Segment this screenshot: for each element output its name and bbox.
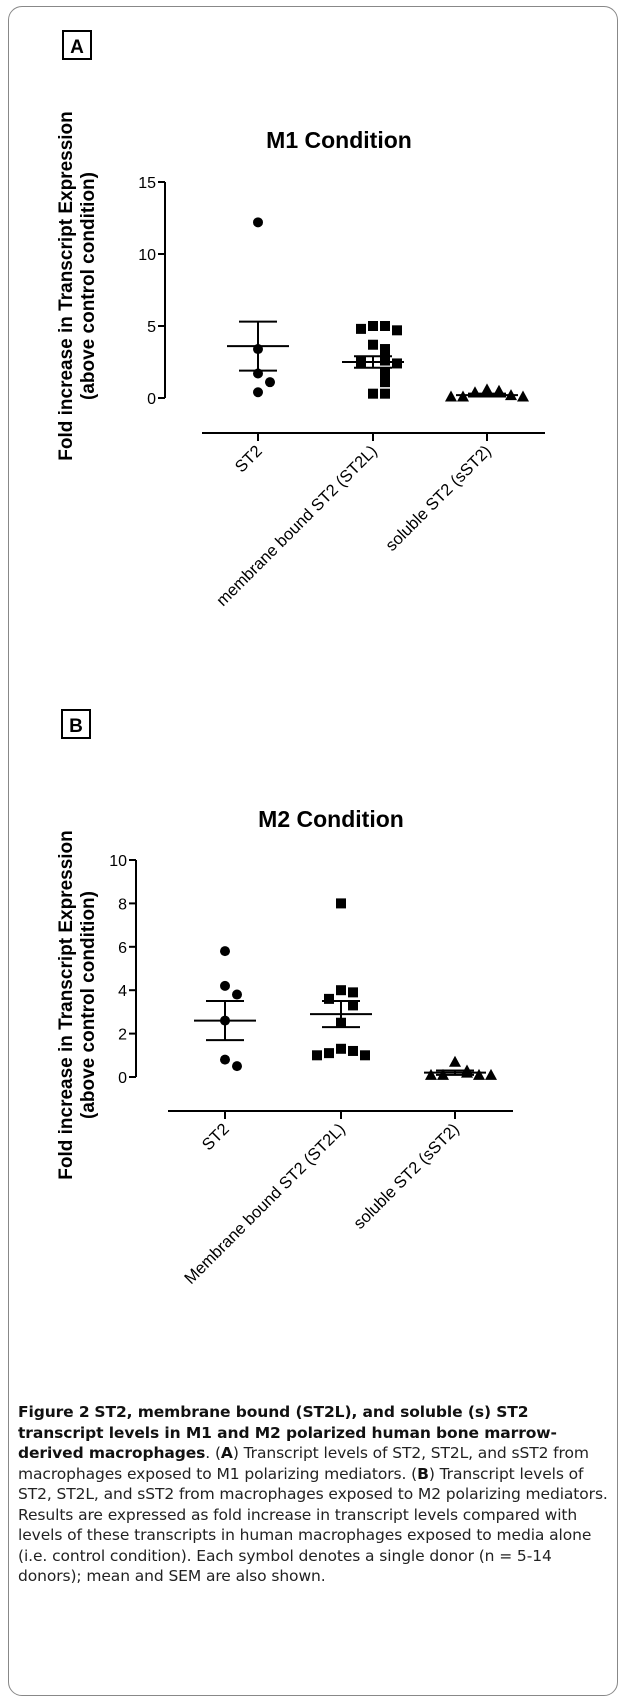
x-tick-label: soluble ST2 (sST2)	[382, 442, 495, 555]
panel-label-box	[62, 30, 92, 60]
y-tick-label: 4	[118, 983, 127, 1000]
data-point	[336, 1043, 346, 1054]
data-point	[220, 1054, 230, 1065]
caption-label: Figure 2	[18, 1403, 90, 1421]
y-axis-label: Fold increase in Transcript Expression	[56, 111, 77, 461]
data-point	[368, 388, 378, 399]
data-point	[253, 387, 263, 398]
data-point	[380, 344, 390, 355]
figure-frame	[8, 6, 618, 1696]
data-point	[336, 985, 346, 996]
data-point	[392, 358, 402, 369]
data-point	[220, 980, 230, 991]
data-point	[220, 946, 230, 957]
y-axis-label-sub: (above control condition)	[78, 891, 99, 1119]
data-point	[392, 325, 402, 336]
data-point	[360, 1050, 370, 1061]
data-point	[324, 1048, 334, 1059]
panel-label: A	[70, 37, 84, 58]
figure-caption: Figure 2 ST2, membrane bound (ST2L), and…	[18, 1403, 608, 1586]
panel-label: B	[69, 716, 83, 737]
y-tick-label: 0	[118, 1070, 127, 1087]
y-axis-label: Fold increase in Transcript Expression	[56, 830, 77, 1180]
data-point	[312, 1050, 322, 1061]
caption-panel-b-text: ) Transcript levels of ST2, ST2L, and sS…	[18, 1464, 608, 1586]
y-tick-label: 10	[138, 247, 156, 264]
data-point	[265, 377, 275, 388]
caption-panel-a-text: ) Transcript levels of ST2, ST2L, and sS…	[18, 1444, 589, 1483]
data-point	[336, 898, 346, 909]
data-point	[481, 383, 493, 395]
data-point	[232, 1061, 242, 1072]
data-point	[517, 390, 529, 402]
data-point	[348, 1045, 358, 1056]
chart-title: M2 Condition	[258, 806, 404, 832]
data-point	[380, 388, 390, 399]
data-point	[324, 993, 334, 1004]
y-tick-label: 10	[109, 853, 127, 870]
data-point	[348, 987, 358, 998]
data-point	[368, 339, 378, 350]
chart-title: M1 Condition	[266, 127, 412, 153]
y-tick-label: 15	[138, 175, 156, 192]
y-tick-label: 2	[118, 1027, 127, 1044]
y-tick-label: 5	[147, 319, 156, 336]
chart-panel-b: B M2 Condition Fold increase in Transcri…	[56, 709, 513, 1288]
y-tick-label: 8	[118, 896, 127, 913]
y-axis-label-sub: (above control condition)	[78, 172, 99, 400]
data-point	[380, 355, 390, 366]
data-point	[425, 1068, 437, 1080]
panel-label-box	[61, 709, 91, 739]
data-point	[356, 323, 366, 334]
data-point	[348, 1000, 358, 1011]
x-tick-label: ST2	[199, 1120, 233, 1154]
caption-title: ST2, membrane bound (ST2L), and soluble …	[18, 1403, 557, 1462]
data-point	[485, 1068, 497, 1080]
data-point	[445, 390, 457, 402]
x-tick-label: soluble ST2 (sST2)	[350, 1120, 463, 1233]
data-point	[232, 989, 242, 1000]
x-tick-label: ST2	[232, 442, 266, 476]
data-point	[380, 321, 390, 331]
data-point	[380, 367, 390, 378]
y-tick-label: 6	[118, 940, 127, 957]
data-point	[368, 321, 378, 331]
data-point	[380, 377, 390, 388]
chart-panel-a: A M1 Condition Fold increase in Transcri…	[56, 30, 545, 610]
data-point	[449, 1055, 461, 1067]
data-point	[473, 1068, 485, 1080]
y-tick-label: 0	[147, 391, 156, 408]
data-point	[253, 217, 263, 228]
